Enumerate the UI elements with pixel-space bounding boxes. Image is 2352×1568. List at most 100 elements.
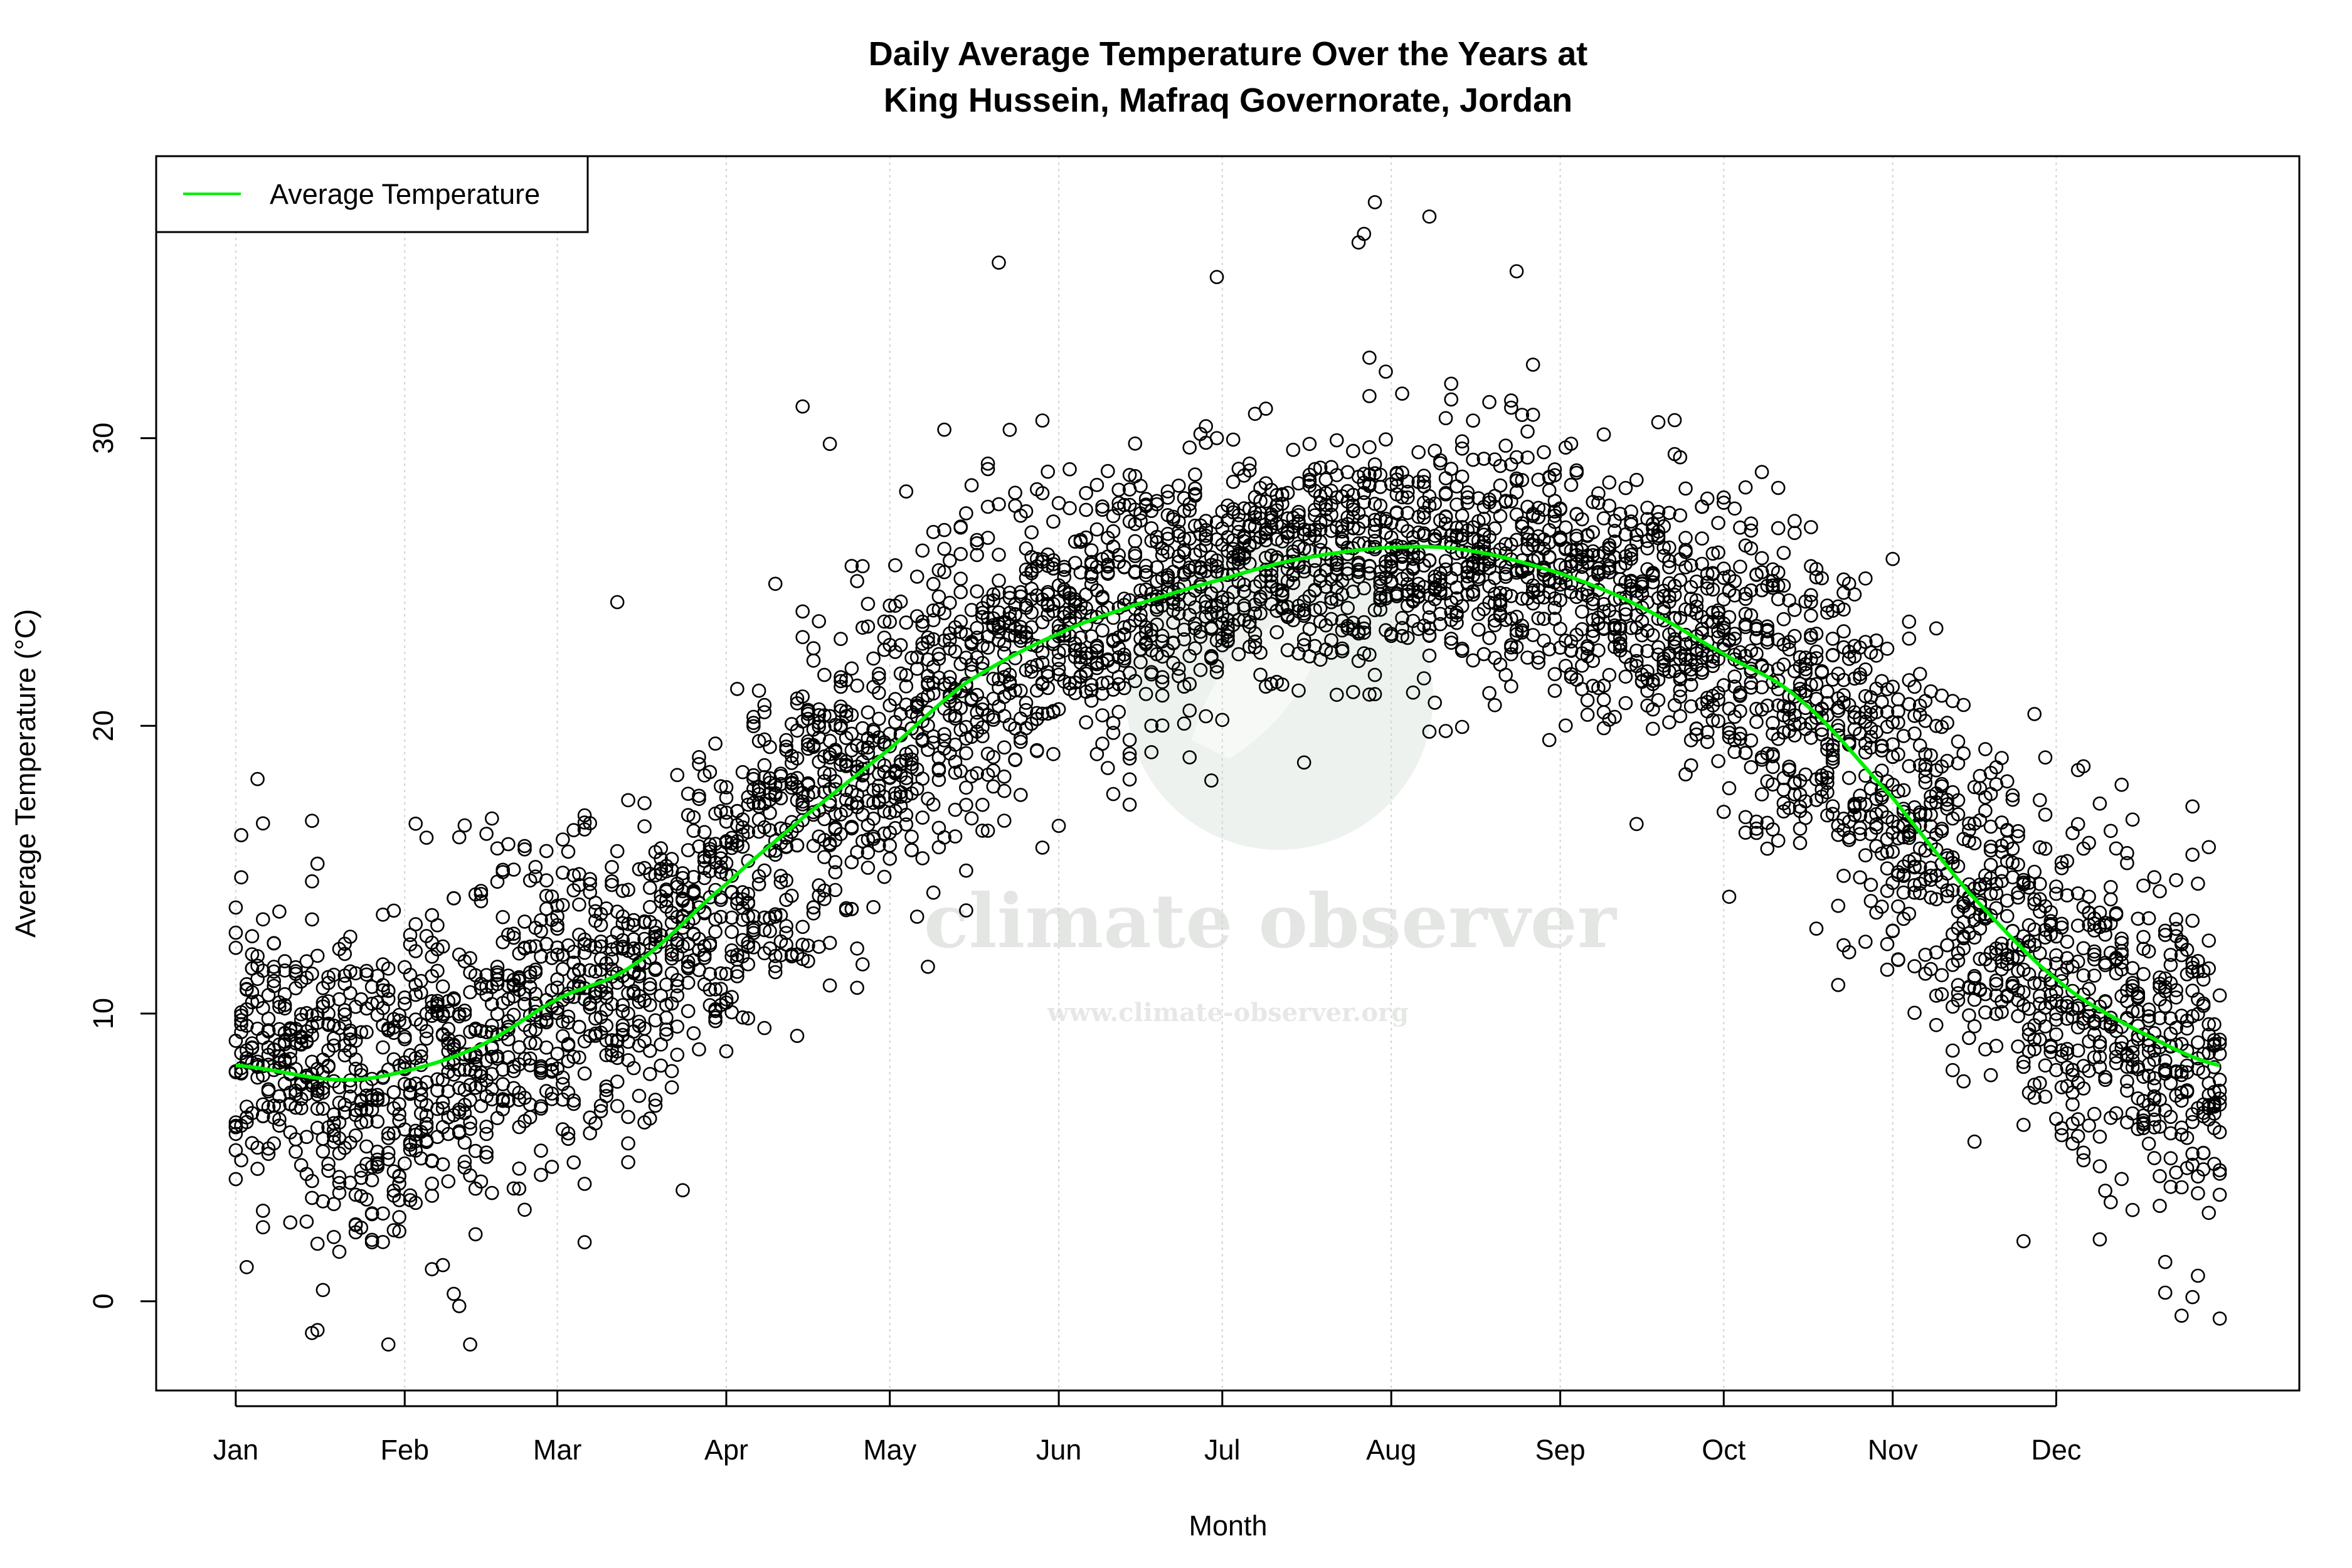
- data-point: [1880, 884, 1895, 898]
- data-point: [1150, 529, 1164, 544]
- data-point: [1782, 801, 1796, 815]
- data-point: [1640, 541, 1655, 556]
- data-point: [888, 692, 903, 706]
- data-point: [1133, 613, 1148, 628]
- data-point: [1602, 475, 1617, 490]
- data-point: [1656, 613, 1671, 628]
- data-point: [1553, 558, 1567, 573]
- data-point: [980, 640, 995, 655]
- data-point: [1738, 617, 1753, 632]
- data-point: [1902, 631, 1917, 646]
- data-point: [872, 711, 886, 726]
- data-point: [1744, 516, 1759, 531]
- data-point: [2131, 911, 2146, 926]
- data-point: [1804, 628, 1818, 642]
- data-point: [1814, 727, 1829, 742]
- data-point: [1046, 704, 1061, 719]
- data-point: [1509, 264, 1524, 278]
- data-point: [1537, 445, 1551, 460]
- data-point: [321, 1059, 336, 1074]
- data-point: [245, 1036, 260, 1051]
- data-point: [1482, 686, 1496, 701]
- data-point: [397, 990, 412, 1005]
- data-point: [332, 1115, 347, 1130]
- data-point: [343, 1089, 358, 1104]
- data-point: [2141, 911, 2156, 926]
- data-point: [495, 909, 511, 924]
- data-point: [2011, 829, 2025, 844]
- data-point: [909, 909, 924, 924]
- data-point: [664, 944, 679, 958]
- data-point: [599, 1089, 614, 1103]
- data-point: [730, 948, 744, 962]
- data-point: [1683, 580, 1698, 595]
- data-point: [2212, 1073, 2227, 1087]
- data-point: [1449, 615, 1464, 630]
- data-point: [1373, 498, 1388, 513]
- data-point: [1825, 743, 1840, 757]
- data-point: [2114, 777, 2129, 792]
- data-point: [277, 1001, 292, 1016]
- data-point: [1308, 502, 1322, 517]
- data-point: [2153, 884, 2167, 899]
- data-point: [2196, 1065, 2211, 1079]
- data-point: [1106, 787, 1121, 802]
- data-point: [343, 986, 358, 1000]
- data-point: [621, 882, 635, 897]
- data-point: [1520, 541, 1535, 556]
- data-point: [1101, 761, 1115, 775]
- data-point: [1863, 877, 1878, 892]
- data-point: [931, 773, 946, 787]
- data-point: [1924, 869, 1938, 883]
- data-point: [1744, 675, 1759, 690]
- data-point: [441, 1126, 456, 1142]
- data-point: [408, 1134, 423, 1148]
- data-point: [1035, 592, 1050, 607]
- data-point: [441, 1084, 456, 1099]
- data-point: [1471, 622, 1486, 637]
- data-point: [1204, 773, 1219, 788]
- data-point: [2038, 1058, 2053, 1073]
- data-point: [1209, 270, 1224, 285]
- data-point: [234, 1009, 248, 1023]
- data-point: [299, 1214, 314, 1229]
- data-point: [1226, 432, 1241, 447]
- data-point: [861, 596, 876, 612]
- data-point: [2027, 976, 2042, 990]
- data-point: [1204, 622, 1219, 636]
- data-point: [2005, 978, 2020, 993]
- data-point: [1117, 559, 1131, 575]
- data-point: [1760, 774, 1775, 788]
- data-point: [621, 1136, 635, 1151]
- data-point: [801, 778, 815, 792]
- data-point: [621, 1155, 635, 1170]
- data-point: [1646, 566, 1660, 581]
- data-point: [452, 1062, 467, 1077]
- data-point: [1296, 522, 1311, 537]
- data-point: [856, 620, 870, 635]
- data-point: [539, 1012, 554, 1027]
- data-point: [381, 961, 396, 976]
- data-point: [1836, 624, 1851, 638]
- data-point: [937, 633, 951, 648]
- data-point: [1122, 733, 1137, 748]
- data-point: [1144, 643, 1159, 658]
- data-point: [397, 1032, 412, 1047]
- data-point: [643, 881, 657, 895]
- data-point: [245, 1041, 260, 1056]
- data-point: [909, 661, 924, 676]
- data-point: [1422, 628, 1437, 643]
- data-point: [1705, 649, 1720, 664]
- data-point: [1106, 539, 1121, 554]
- data-point: [577, 1066, 592, 1081]
- data-point: [670, 768, 685, 782]
- data-point: [1504, 393, 1518, 408]
- data-point: [1237, 598, 1251, 613]
- data-point: [1089, 644, 1104, 658]
- data-point: [1891, 747, 1905, 761]
- data-point: [2049, 1012, 2063, 1027]
- data-point: [773, 875, 788, 889]
- data-point: [1144, 667, 1159, 682]
- data-point: [1559, 718, 1573, 733]
- data-point: [1875, 738, 1889, 753]
